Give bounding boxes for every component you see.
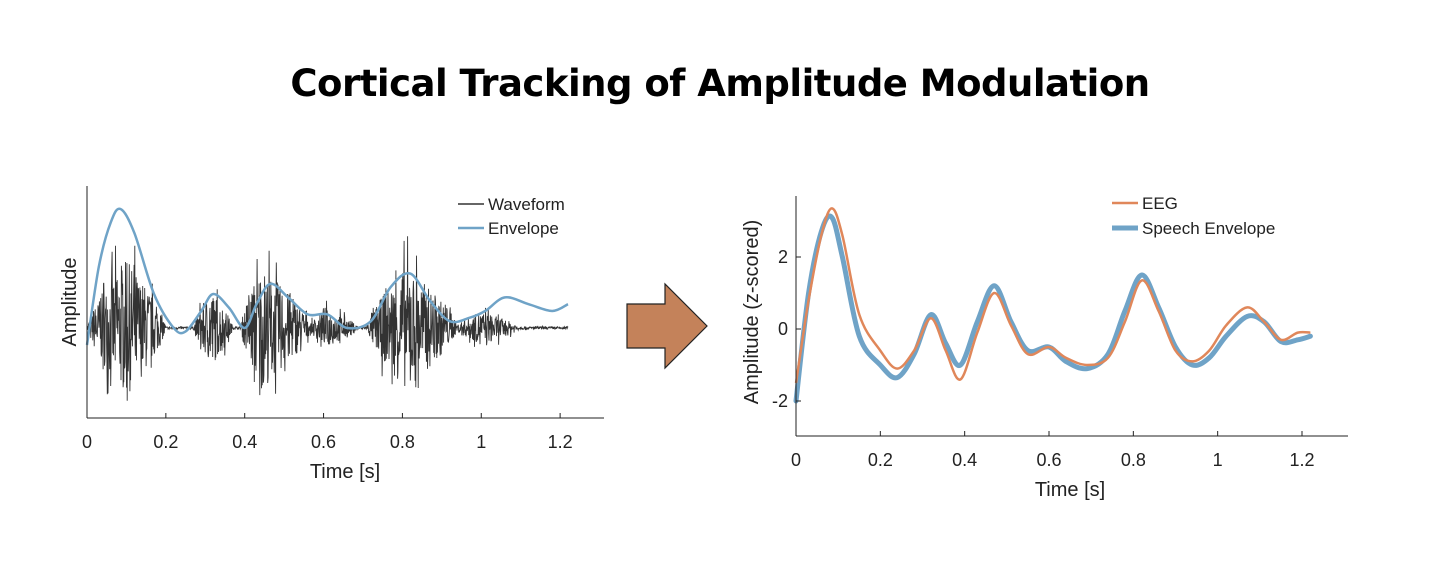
eeg-x-tick-label: 0.2 bbox=[868, 450, 893, 470]
waveform-x-tick-label: 1.2 bbox=[548, 432, 573, 452]
eeg-x-tick-label: 1.2 bbox=[1289, 450, 1314, 470]
eeg-plot-area bbox=[793, 207, 1313, 404]
waveform-x-tick-label: 1 bbox=[476, 432, 486, 452]
legend-waveform-label: Waveform bbox=[488, 195, 565, 214]
waveform-y-label: Amplitude bbox=[59, 258, 81, 347]
eeg-x-tick-label: 0.6 bbox=[1036, 450, 1061, 470]
waveform-x-tick-label: 0 bbox=[82, 432, 92, 452]
legend-eeg-label: EEG bbox=[1142, 194, 1178, 213]
waveform-x-label: Time [s] bbox=[310, 461, 380, 483]
eeg-series-line bbox=[794, 207, 1311, 384]
envelope-series-line bbox=[85, 207, 569, 346]
eeg-y-label: Amplitude (z-scored) bbox=[741, 220, 763, 405]
waveform-x-tick-label: 0.8 bbox=[390, 432, 415, 452]
arrow-icon bbox=[626, 282, 708, 370]
speech-envelope-series-line bbox=[793, 213, 1313, 404]
eeg-y-tick-label: 2 bbox=[778, 247, 788, 267]
eeg-y-ticks: -2 0 2 bbox=[772, 247, 801, 411]
waveform-x-tick-label: 0.6 bbox=[311, 432, 336, 452]
eeg-x-tick-label: 0 bbox=[791, 450, 801, 470]
eeg-x-ticks: 0 0.2 0.4 0.6 0.8 1 1.2 bbox=[791, 431, 1315, 470]
eeg-x-tick-label: 0.4 bbox=[952, 450, 977, 470]
waveform-x-ticks: 0 0.2 0.4 0.6 0.8 1 1.2 bbox=[82, 413, 573, 452]
eeg-axes bbox=[795, 196, 1348, 437]
waveform-x-tick-label: 0.4 bbox=[232, 432, 257, 452]
eeg-x-tick-label: 0.8 bbox=[1121, 450, 1146, 470]
eeg-x-tick-label: 1 bbox=[1213, 450, 1223, 470]
waveform-series-line bbox=[86, 236, 569, 401]
waveform-x-tick-label: 0.2 bbox=[153, 432, 178, 452]
waveform-legend: Waveform Envelope bbox=[458, 195, 565, 238]
legend-speech-envelope-label: Speech Envelope bbox=[1142, 219, 1275, 238]
page-title: Cortical Tracking of Amplitude Modulatio… bbox=[290, 62, 1150, 105]
eeg-y-tick-label: 0 bbox=[778, 319, 788, 339]
waveform-plot-area bbox=[85, 207, 569, 401]
waveform-axes bbox=[86, 186, 604, 419]
eeg-y-tick-label: -2 bbox=[772, 391, 788, 411]
eeg-legend: EEG Speech Envelope bbox=[1112, 194, 1275, 238]
legend-envelope-label: Envelope bbox=[488, 219, 559, 238]
eeg-x-label: Time [s] bbox=[1035, 479, 1105, 501]
